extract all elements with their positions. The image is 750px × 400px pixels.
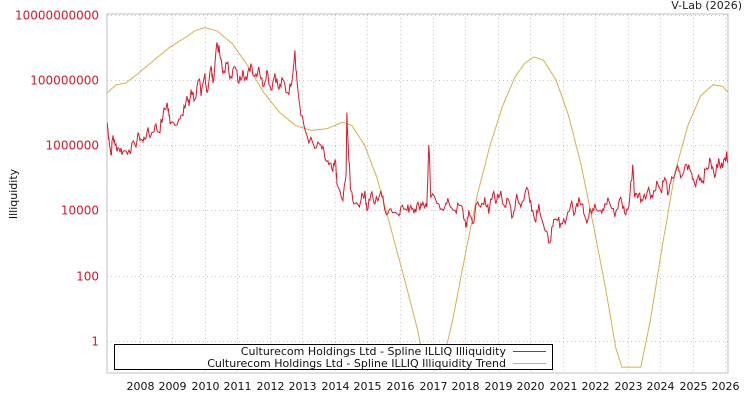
grid-lines [107,14,728,373]
x-tick-label: 2025 [680,380,708,393]
x-tick-label: 2024 [647,380,675,393]
y-tick-label: 100 [76,270,99,284]
y-axis-ticks: 1 100 10000 1000000 100000000 10000000000 [15,9,99,349]
x-tick-label: 2010 [192,380,220,393]
y-tick-label: 10000 [61,204,99,218]
x-tick-label: 2016 [387,380,415,393]
x-tick-label: 2011 [224,380,252,393]
chart-credit: V-Lab (2026) [671,0,742,12]
x-tick-label: 2009 [159,380,187,393]
legend: Culturecom Holdings Ltd - Spline ILLIQ I… [114,344,553,370]
y-axis-label: Illiquidity [7,168,20,219]
y-tick-label: 10000000000 [15,9,99,23]
x-tick-label: 2019 [485,380,513,393]
x-tick-label: 2021 [550,380,578,393]
x-tick-label: 2013 [289,380,317,393]
x-tick-label: 2015 [354,380,382,393]
y-tick-label: 100000000 [30,74,99,88]
x-tick-label: 2014 [322,380,350,393]
x-tick-label: 2023 [615,380,643,393]
x-tick-label: 2018 [452,380,480,393]
x-tick-label: 2017 [420,380,448,393]
y-tick-label: 1000000 [46,139,99,153]
plot-area-frame [106,13,729,374]
legend-box [114,344,553,370]
trend-series-line [107,27,728,368]
x-tick-label: 2026 [712,380,740,393]
x-tick-label: 2020 [517,380,545,393]
y-tick-label: 1 [91,335,99,349]
x-tick-label: 2022 [582,380,610,393]
legend-label-trend: Culturecom Holdings Ltd - Spline ILLIQ I… [207,357,506,370]
x-axis-ticks: 2008 2009 2010 2011 2012 2013 2014 2015 2016 2017… [127,380,740,393]
legend-label-illiquidity: Culturecom Holdings Ltd - Spline ILLIQ I… [241,345,507,358]
illiquidity-series-line [107,42,728,244]
x-tick-label: 2008 [127,380,155,393]
x-tick-label: 2012 [257,380,285,393]
